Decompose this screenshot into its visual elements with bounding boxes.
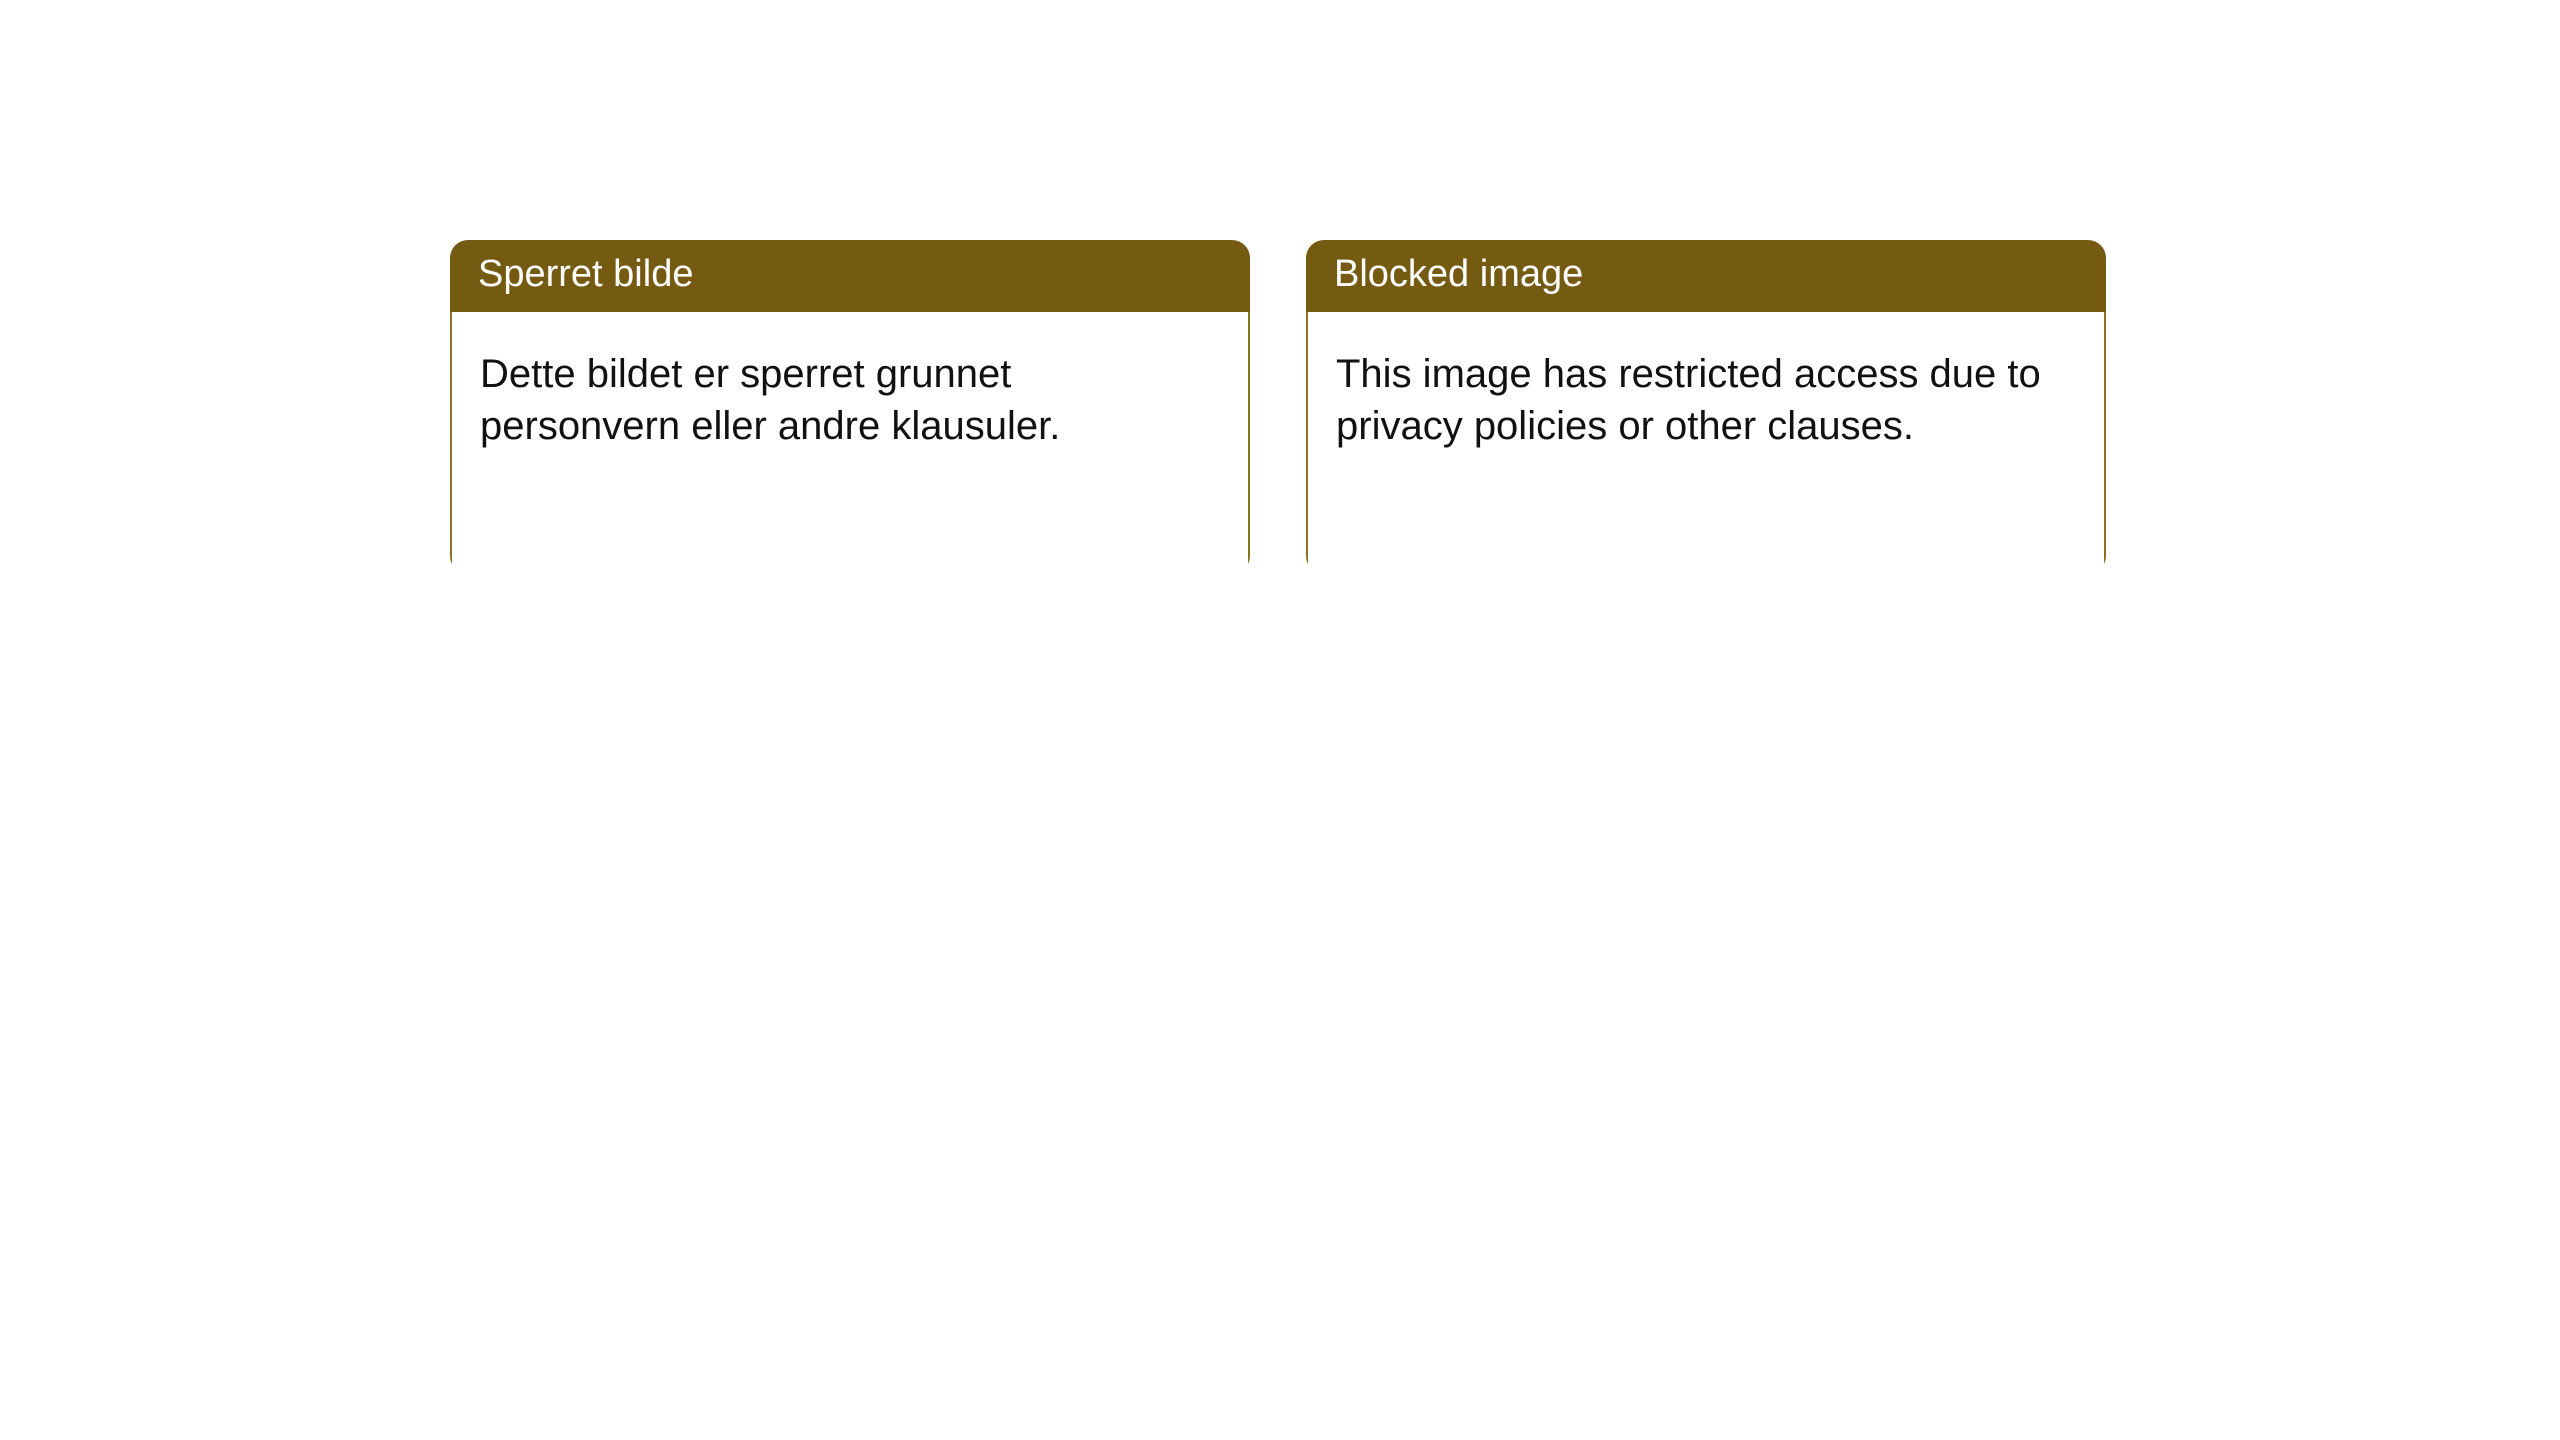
notice-container: Sperret bilde Dette bildet er sperret gr… xyxy=(0,0,2560,574)
card-body-en: This image has restricted access due to … xyxy=(1306,312,2106,574)
card-header-no: Sperret bilde xyxy=(450,240,1250,312)
card-body-no: Dette bildet er sperret grunnet personve… xyxy=(450,312,1250,574)
card-header-en: Blocked image xyxy=(1306,240,2106,312)
card-body-text-no: Dette bildet er sperret grunnet personve… xyxy=(480,348,1220,452)
blocked-image-card-en: Blocked image This image has restricted … xyxy=(1306,240,2106,574)
blocked-image-card-no: Sperret bilde Dette bildet er sperret gr… xyxy=(450,240,1250,574)
card-body-text-en: This image has restricted access due to … xyxy=(1336,348,2076,452)
